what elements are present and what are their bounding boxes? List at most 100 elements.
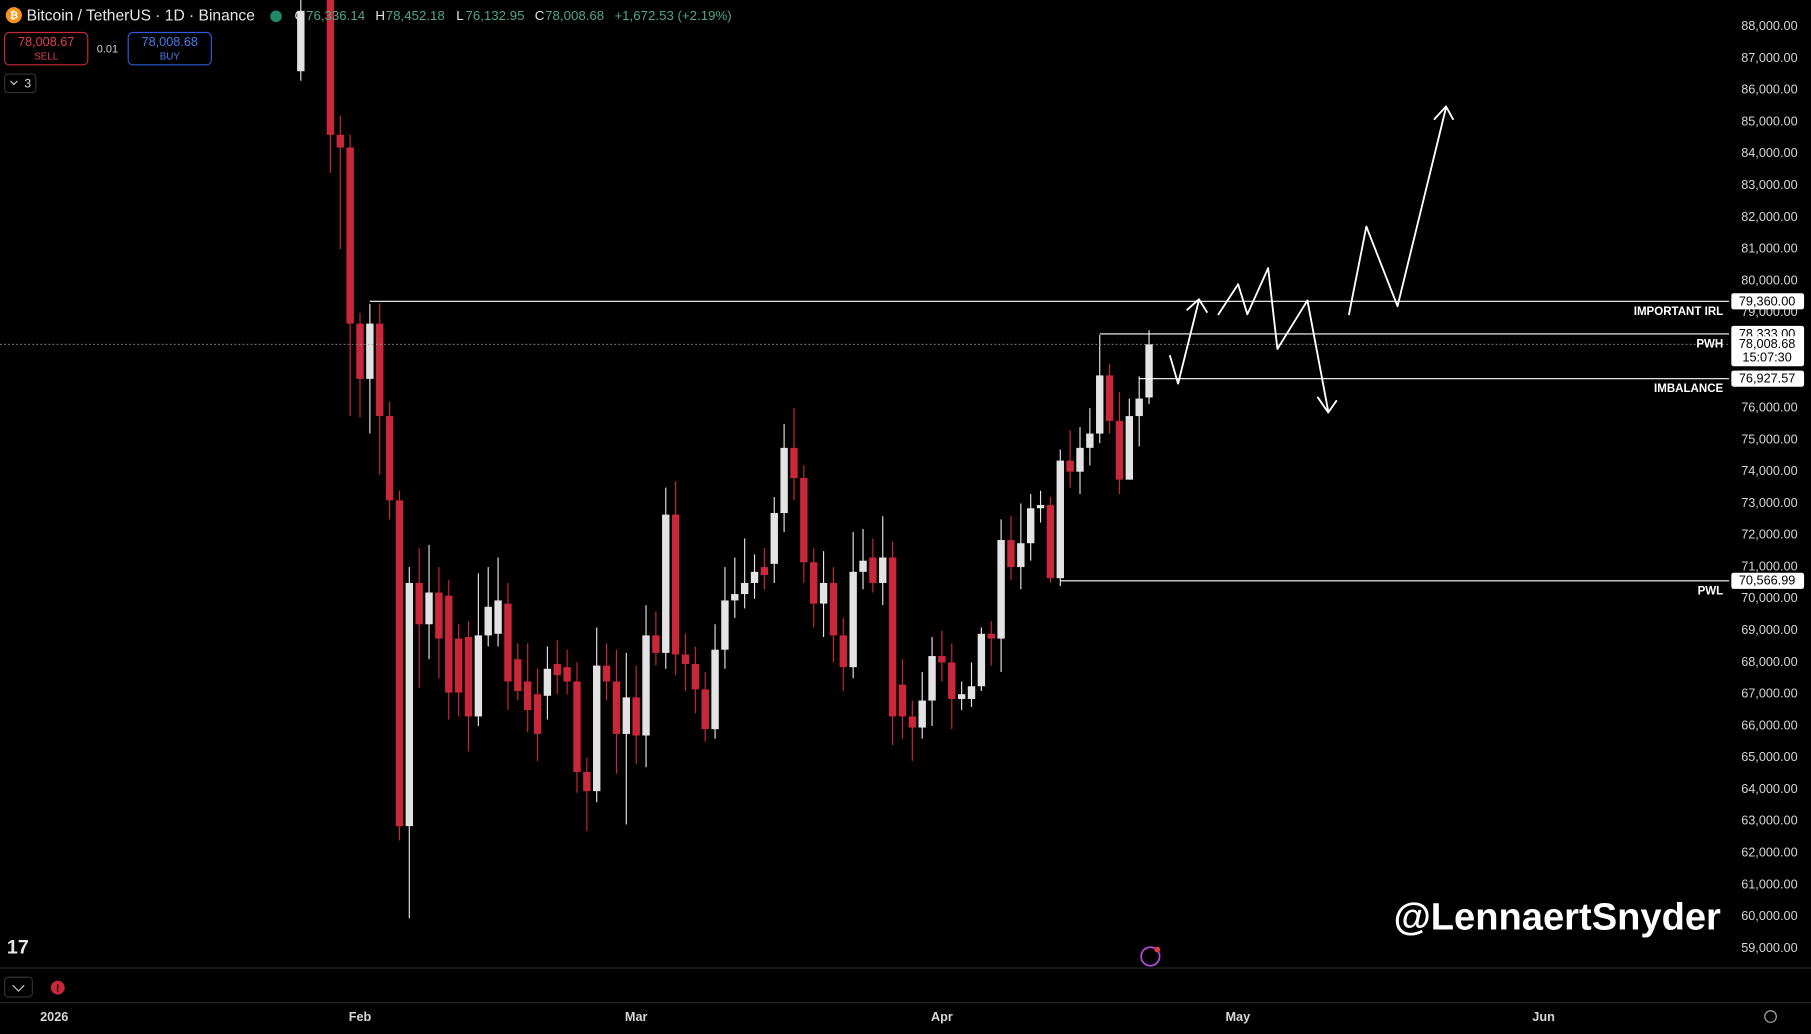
y-tick-label: 69,000.00 <box>1741 623 1797 637</box>
x-tick-label: May <box>1225 1010 1250 1024</box>
candle-body <box>454 638 463 693</box>
indicators-count[interactable]: 3 <box>24 77 31 91</box>
buy-box[interactable] <box>127 31 212 66</box>
candle-body <box>977 633 986 687</box>
y-tick-label: 64,000.00 <box>1741 782 1797 796</box>
candle-body <box>888 557 897 717</box>
candle-body <box>1046 505 1055 579</box>
sell-price[interactable]: 78,008.67 <box>18 35 74 49</box>
settings-icon[interactable] <box>1764 1010 1777 1023</box>
low-value: 76,132.95 <box>465 8 524 23</box>
candle-body <box>859 560 867 572</box>
candle-body <box>652 635 660 653</box>
candle-body <box>948 662 956 699</box>
candle-body <box>425 592 433 625</box>
y-tick-label: 81,000.00 <box>1741 242 1797 256</box>
candle-body <box>336 134 344 148</box>
y-tick-label: 60,000.00 <box>1741 909 1797 923</box>
y-tick-label: 85,000.00 <box>1741 114 1797 128</box>
error-icon[interactable] <box>50 980 65 995</box>
open-label: O <box>295 8 305 23</box>
candle-body <box>957 694 966 699</box>
candle-body <box>563 667 571 682</box>
current-price-box <box>1731 336 1805 367</box>
market-status <box>270 10 282 23</box>
x-tick-label: Jun <box>1532 1010 1555 1024</box>
candle-body <box>602 665 611 682</box>
candle-body <box>1056 460 1064 579</box>
y-tick-label: 75,000.00 <box>1741 432 1797 446</box>
candle-body <box>1135 398 1143 417</box>
candle-body <box>632 697 640 736</box>
candle-body <box>711 649 719 730</box>
x-tick-label: 2026 <box>40 1010 68 1024</box>
low-label: L <box>456 8 463 23</box>
level-name: PWL <box>1698 585 1724 597</box>
candle-body <box>790 447 798 479</box>
candle-body <box>415 582 423 625</box>
alert-icon[interactable] <box>1140 946 1161 967</box>
candle-body <box>987 633 995 639</box>
level-price-label: 79,360.00 <box>1739 294 1795 308</box>
chevron[interactable] <box>12 984 25 992</box>
indicators-box[interactable] <box>4 73 37 94</box>
level-name: IMBALANCE <box>1654 383 1723 395</box>
y-tick-label: 65,000.00 <box>1741 750 1797 764</box>
y-tick-label: 67,000.00 <box>1741 687 1797 701</box>
buy-label[interactable]: BUY <box>160 51 181 62</box>
level-price-box <box>1731 572 1805 589</box>
coin-icon <box>5 7 22 24</box>
candle-body <box>819 582 828 604</box>
candle-body <box>967 686 976 699</box>
candle-body <box>879 557 887 583</box>
candle-body <box>533 694 542 734</box>
y-tick-label: 73,000.00 <box>1741 496 1797 510</box>
coin-glyph: ₿ <box>10 9 18 21</box>
candle-body <box>750 571 759 583</box>
drawn-arrow <box>1348 105 1454 316</box>
candle-body <box>642 635 650 736</box>
candle-body <box>780 447 788 514</box>
level-price-label: 70,566.99 <box>1739 574 1795 588</box>
y-tick-label: 82,000.00 <box>1741 210 1797 224</box>
candle-body <box>938 656 946 663</box>
drawings <box>1169 105 1454 414</box>
candle-body <box>1115 420 1124 480</box>
buy-price[interactable]: 78,008.68 <box>142 35 198 49</box>
x-tick-label: Apr <box>931 1010 953 1024</box>
collapse-button[interactable] <box>4 976 33 998</box>
candle-body <box>691 663 700 690</box>
candle-body <box>1125 416 1134 480</box>
candle-body <box>464 636 473 717</box>
high-value: 78,452.18 <box>386 8 445 23</box>
candle-body <box>662 514 670 653</box>
sell-label[interactable]: SELL <box>34 51 59 62</box>
indicators-toggle[interactable]: 3 <box>4 73 37 94</box>
candle-body <box>898 684 907 717</box>
alert-dot <box>1154 946 1161 953</box>
y-tick-label: 84,000.00 <box>1741 146 1797 160</box>
candle-body <box>376 323 384 417</box>
candle-body <box>445 595 453 693</box>
sell-box[interactable] <box>4 31 89 66</box>
bar-countdown: 15:07:30 <box>1742 351 1791 365</box>
buy-button[interactable]: 78,008.68 BUY <box>127 31 212 66</box>
candle-body <box>810 562 818 604</box>
x-tick-label: Feb <box>349 1010 372 1024</box>
sell-button[interactable]: 78,008.67 SELL <box>4 31 89 66</box>
y-tick-label: 87,000.00 <box>1741 51 1797 65</box>
candle-body <box>918 700 926 728</box>
y-tick-label: 83,000.00 <box>1741 178 1797 192</box>
candle-body <box>908 716 917 728</box>
candle-body <box>800 478 808 563</box>
candle-body <box>474 635 483 717</box>
candle-body <box>839 635 847 668</box>
error-glyph: ! <box>56 984 59 995</box>
candle-body <box>1017 543 1025 568</box>
candle-body <box>701 689 709 730</box>
chevron[interactable] <box>9 80 18 86</box>
y-tick-label: 61,000.00 <box>1741 877 1797 891</box>
y-tick-label: 66,000.00 <box>1741 718 1797 732</box>
